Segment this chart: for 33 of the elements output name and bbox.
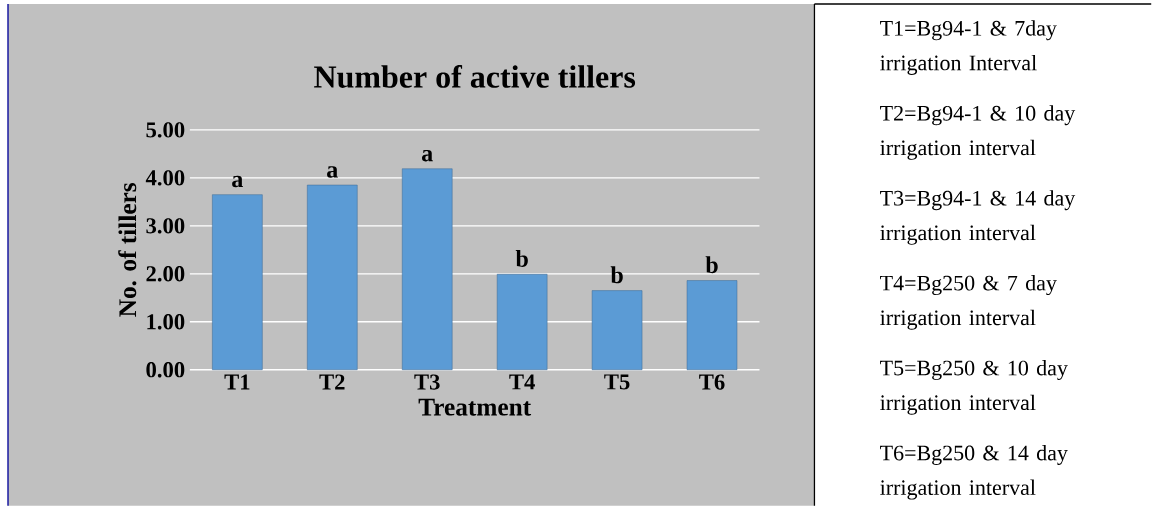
y-tick-label: 4.00	[145, 170, 185, 186]
annotation: b	[610, 266, 623, 284]
annotation: a	[327, 166, 338, 178]
bar	[591, 290, 643, 370]
bar	[307, 184, 358, 370]
y-tick-label: 0.00	[146, 361, 185, 378]
x-tick-label: T3	[414, 374, 440, 390]
text: T4=Bg250 & 7 day irrigation interval	[880, 274, 1057, 330]
annotation: a	[232, 175, 243, 188]
y-tick-label: 3.00	[146, 217, 185, 234]
y-axis-title: No. of tillers	[118, 182, 137, 317]
x-tick-label: T2	[319, 374, 345, 390]
bar	[496, 273, 548, 370]
text: T6=Bg250 & 14 day irrigation interval	[880, 444, 1068, 500]
text: T3=Bg94-1 & 14 day irrigation interval	[880, 189, 1076, 245]
y-tick-label: 5.00	[146, 122, 185, 138]
annotation: b	[515, 249, 528, 267]
x-tick-label: T5	[604, 374, 630, 390]
x-tick-label: T1	[224, 374, 250, 390]
x-tick-label: T4	[509, 374, 535, 390]
bar	[212, 194, 263, 370]
annotation: a	[421, 149, 433, 162]
text: T1=Bg94-1 & 7day irrigation Interval	[880, 20, 1057, 75]
y-tick-label: 1.00	[147, 313, 185, 330]
bar	[686, 280, 738, 370]
text: T5=Bg250 & 10 day irrigation interval	[880, 359, 1068, 415]
x-tick-label: T6	[699, 374, 725, 390]
text: T2=Bg94-1 & 10 day irrigation interval	[880, 105, 1076, 160]
y-tick-label: 2.00	[146, 265, 185, 282]
chart-title: Number of active tillers	[314, 64, 636, 88]
annotation: b	[705, 256, 718, 273]
x-axis-title: Treatment	[418, 398, 532, 416]
bar	[401, 168, 453, 370]
